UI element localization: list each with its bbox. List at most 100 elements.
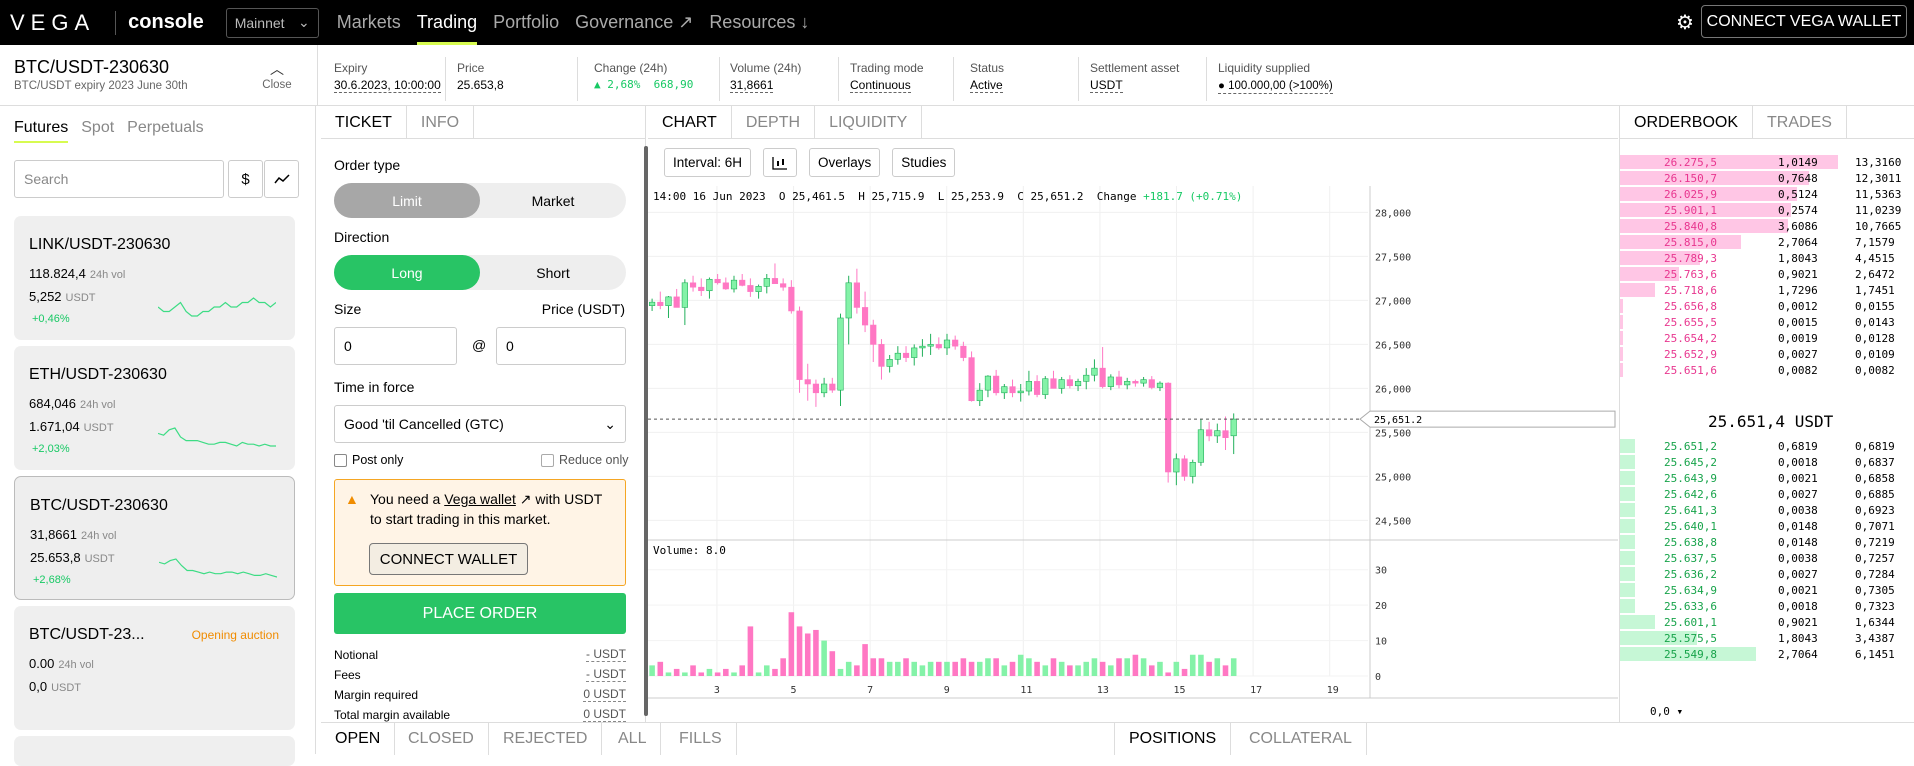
ask-price[interactable]: 26.275,5 (1664, 156, 1717, 169)
ticket-scrollbar[interactable] (644, 146, 648, 716)
tab-closed[interactable]: CLOSED (394, 723, 489, 755)
studies-button[interactable]: Studies (892, 148, 956, 177)
ask-price[interactable]: 25.651,6 (1664, 364, 1717, 377)
dollar-filter-button[interactable]: $ (228, 160, 263, 198)
tab-ticket[interactable]: TICKET (321, 106, 407, 139)
connect-vega-wallet-button[interactable]: CONNECT VEGA WALLET (1701, 5, 1907, 38)
ask-row[interactable]: 26.150,7 0,7648 12,3011 (1620, 170, 1914, 186)
market-card-btc-auction[interactable]: BTC/USDT-23... Opening auction 0.00 24h v… (14, 606, 295, 730)
bid-price[interactable]: 25.643,9 (1664, 472, 1717, 485)
fee-value[interactable]: - USDT (586, 647, 626, 662)
ask-row[interactable]: 25.718,6 1,7296 1,7451 (1620, 282, 1914, 298)
bid-row[interactable]: 25.637,5 0,0038 0,7257 (1620, 550, 1914, 566)
ask-price[interactable]: 25.655,5 (1664, 316, 1717, 329)
stat-value[interactable]: Continuous (850, 78, 911, 93)
place-order-button[interactable]: PLACE ORDER (334, 593, 626, 634)
ask-row[interactable]: 25.655,5 0,0015 0,0143 (1620, 314, 1914, 330)
direction-short[interactable]: Short (536, 264, 570, 281)
overlays-button[interactable]: Overlays (809, 148, 881, 177)
tab-liquidity[interactable]: LIQUIDITY (815, 106, 923, 139)
ask-price[interactable]: 25.763,6 (1664, 268, 1717, 281)
ask-price[interactable]: 25.652,9 (1664, 348, 1717, 361)
tab-perpetuals[interactable]: Perpetuals (127, 119, 204, 136)
market-card-partial[interactable] (14, 736, 295, 766)
order-type-market[interactable]: Market (531, 192, 575, 209)
tab-all[interactable]: ALL (604, 723, 662, 755)
chart-trend-icon[interactable] (264, 160, 299, 198)
network-select[interactable]: Mainnet ⌄ (225, 7, 319, 38)
stat-value[interactable]: USDT (1090, 78, 1123, 93)
market-card-eth[interactable]: ETH/USDT-230630 684,046 24h vol 1.671,04 U… (14, 346, 295, 470)
nav-resources[interactable]: Resources ↓ (709, 12, 810, 32)
fee-value[interactable]: - USDT (586, 667, 626, 682)
ask-price[interactable]: 25.901,1 (1664, 204, 1717, 217)
orderbook-precision-select[interactable]: 0,0 ▾ (1650, 705, 1684, 718)
price-input[interactable]: 0 (496, 327, 626, 365)
bid-price[interactable]: 25.637,5 (1664, 552, 1717, 565)
fee-value[interactable]: 0 USDT (583, 687, 626, 702)
ask-row[interactable]: 25.901,1 0,2574 11,0239 (1620, 202, 1914, 218)
bid-row[interactable]: 25.636,2 0,0027 0,7284 (1620, 566, 1914, 582)
bid-price[interactable]: 25.641,3 (1664, 504, 1717, 517)
nav-governance[interactable]: Governance ↗ (575, 12, 694, 32)
time-in-force-select[interactable]: Good 'til Cancelled (GTC) ⌄ (334, 405, 626, 443)
bid-price[interactable]: 25.645,2 (1664, 456, 1717, 469)
ask-price[interactable]: 26.150,7 (1664, 172, 1717, 185)
bid-price[interactable]: 25.636,2 (1664, 568, 1717, 581)
reduce-only-checkbox[interactable]: Reduce only (541, 453, 629, 467)
post-only-checkbox[interactable]: Post only (334, 453, 403, 467)
ask-row[interactable]: 26.025,9 0,5124 11,5363 (1620, 186, 1914, 202)
bid-row[interactable]: 25.641,3 0,0038 0,6923 (1620, 502, 1914, 518)
tab-depth[interactable]: DEPTH (732, 106, 816, 139)
tab-fills[interactable]: FILLS (665, 723, 737, 755)
tab-info[interactable]: INFO (407, 106, 475, 139)
ask-row[interactable]: 25.815,0 2,7064 7,1579 (1620, 234, 1914, 250)
ask-price[interactable]: 25.654,2 (1664, 332, 1717, 345)
market-card-btc-selected[interactable]: BTC/USDT-230630 31,8661 24h vol 25.653,8 U… (14, 476, 295, 600)
nav-portfolio[interactable]: Portfolio (493, 12, 560, 32)
ask-price[interactable]: 25.718,6 (1664, 284, 1717, 297)
stat-value[interactable]: 30.6.2023, 10:00:00 (334, 78, 441, 93)
ask-price[interactable]: 25.789,3 (1664, 252, 1717, 265)
tab-rejected[interactable]: REJECTED (489, 723, 603, 755)
tab-collateral[interactable]: COLLATERAL (1235, 723, 1367, 755)
tab-positions[interactable]: POSITIONS (1114, 723, 1232, 755)
nav-trading[interactable]: Trading (416, 0, 478, 45)
candlestick-chart[interactable]: 28,000 27,500 27,000 26,500 26,000 25,500 25,0… (648, 186, 1618, 722)
bid-row[interactable]: 25.651,2 0,6819 0,6819 (1620, 438, 1914, 454)
bid-price[interactable]: 25.575,5 (1664, 632, 1717, 645)
order-type-limit[interactable]: Limit (334, 183, 480, 218)
bid-price[interactable]: 25.638,8 (1664, 536, 1717, 549)
ask-price[interactable]: 26.025,9 (1664, 188, 1717, 201)
ask-row[interactable]: 25.763,6 0,9021 2,6472 (1620, 266, 1914, 282)
bid-row[interactable]: 25.633,6 0,0018 0,7323 (1620, 598, 1914, 614)
bid-row[interactable]: 25.642,6 0,0027 0,6885 (1620, 486, 1914, 502)
bid-price[interactable]: 25.549,8 (1664, 648, 1717, 661)
vega-wallet-link[interactable]: Vega wallet (444, 491, 516, 507)
search-input[interactable]: Search (14, 160, 224, 198)
bid-row[interactable]: 25.640,1 0,0148 0,7071 (1620, 518, 1914, 534)
vega-logo[interactable]: VEGA (10, 9, 96, 35)
candlestick-type-icon[interactable] (763, 148, 798, 177)
tab-spot[interactable]: Spot (81, 119, 115, 136)
bid-row[interactable]: 25.549,8 2,7064 6,1451 (1620, 646, 1914, 662)
stat-value[interactable]: 31,8661 (730, 78, 774, 93)
ask-price[interactable]: 25.815,0 (1664, 236, 1717, 249)
ask-row[interactable]: 25.840,8 3,6086 10,7665 (1620, 218, 1914, 234)
bid-price[interactable]: 25.642,6 (1664, 488, 1717, 501)
market-name[interactable]: BTC/USDT-230630 (14, 57, 170, 77)
ask-row[interactable]: 25.789,3 1,8043 4,4515 (1620, 250, 1914, 266)
ask-price[interactable]: 25.840,8 (1664, 220, 1717, 233)
close-market-button[interactable]: ︿ Close (258, 59, 296, 91)
tab-chart[interactable]: CHART (648, 106, 732, 139)
connect-wallet-button[interactable]: CONNECT WALLET (369, 543, 528, 575)
ask-row[interactable]: 26.275,5 1,0149 13,3160 (1620, 154, 1914, 170)
bid-price[interactable]: 25.633,6 (1664, 600, 1717, 613)
stat-value[interactable]: ● 100.000,00 (>100%) (1218, 80, 1333, 94)
bid-price[interactable]: 25.640,1 (1664, 520, 1717, 533)
bid-price[interactable]: 25.651,2 (1664, 440, 1717, 453)
interval-button[interactable]: Interval: 6H (664, 148, 752, 177)
tab-futures[interactable]: Futures (14, 119, 69, 143)
bid-row[interactable]: 25.601,1 0,9021 1,6344 (1620, 614, 1914, 630)
ask-row[interactable]: 25.652,9 0,0027 0,0109 (1620, 346, 1914, 362)
